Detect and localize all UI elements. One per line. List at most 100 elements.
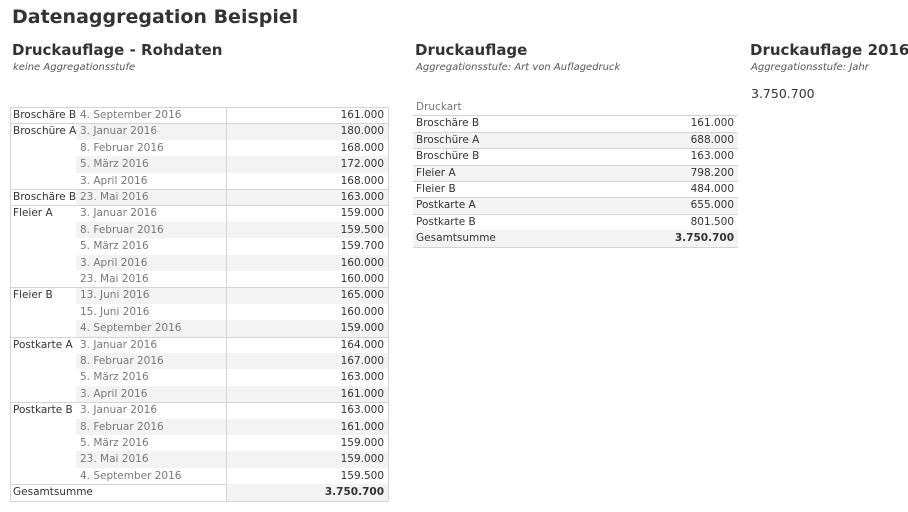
date-cell: 3. Januar 2016 — [80, 125, 158, 138]
date-cell: 3. Januar 2016 — [80, 404, 158, 417]
group-divider — [10, 287, 388, 289]
section-subtitle: keine Aggregationsstufe — [13, 62, 136, 73]
value-cell: 164.000 — [340, 338, 384, 351]
date-cell: 23. Mai 2016 — [80, 453, 149, 466]
kpi-value: 3.750.700 — [751, 86, 815, 101]
section-subtitle: Aggregationsstufe: Jahr — [751, 62, 869, 73]
value-cell: 163.000 — [690, 150, 734, 163]
group-divider — [10, 336, 388, 338]
row-stripe — [76, 385, 388, 403]
date-cell: 5. März 2016 — [80, 158, 149, 171]
value-cell: 655.000 — [690, 199, 734, 212]
row-stripe — [76, 123, 388, 140]
row-stripe — [76, 451, 388, 468]
value-cell: 165.000 — [340, 289, 384, 302]
date-cell: 3. Januar 2016 — [80, 207, 158, 220]
row-label: Broschüre B — [416, 150, 480, 163]
section-subtitle: Aggregationsstufe: Art von Auflagedruck — [416, 62, 621, 73]
divider — [413, 213, 738, 215]
value-cell: 161.000 — [340, 109, 384, 121]
date-cell: 4. September 2016 — [80, 109, 182, 121]
row-stripe — [413, 164, 738, 181]
date-cell: 8. Februar 2016 — [80, 355, 164, 367]
divider — [413, 164, 738, 166]
row-stripe — [76, 254, 388, 271]
divider — [10, 484, 388, 486]
row-stripe — [76, 156, 388, 173]
value-cell: 159.700 — [340, 240, 384, 253]
row-label: Postkarte B — [416, 215, 476, 228]
row-stripe — [76, 418, 388, 435]
date-cell: 23. Mai 2016 — [80, 191, 149, 203]
total-value: 3.750.700 — [324, 486, 384, 499]
column-header: Druckart — [416, 101, 462, 113]
row-stripe — [413, 197, 738, 214]
date-cell: 23. Mai 2016 — [80, 273, 149, 285]
row-stripe — [76, 189, 388, 206]
date-cell: 3. April 2016 — [80, 256, 148, 269]
group-label: Postkarte B — [13, 404, 73, 417]
row-stripe — [76, 221, 388, 239]
value-cell: 484.000 — [690, 183, 734, 195]
divider — [413, 197, 738, 199]
row-label: Broschäre B — [416, 117, 480, 130]
section-title: Druckauflage — [415, 41, 528, 59]
page-title: Datenaggregation Beispiel — [12, 6, 299, 28]
value-cell: 172.000 — [340, 158, 384, 171]
date-cell: 13. Juni 2016 — [80, 289, 150, 302]
date-cell: 3. Januar 2016 — [80, 338, 158, 351]
value-cell: 161.000 — [340, 420, 384, 433]
row-label: Fleier A — [416, 166, 456, 179]
value-cell: 163.000 — [340, 191, 384, 203]
value-cell: 159.000 — [340, 453, 384, 466]
divider — [413, 148, 738, 150]
group-label: Broschäre B — [13, 191, 77, 203]
value-cell: 161.000 — [690, 117, 734, 130]
value-cell: 163.000 — [340, 404, 384, 417]
value-cell: 167.000 — [340, 355, 384, 367]
value-cell: 160.000 — [340, 256, 384, 269]
date-cell: 3. April 2016 — [80, 387, 148, 400]
group-divider — [10, 189, 388, 190]
total-label: Gesamtsumme — [416, 232, 496, 245]
value-cell: 160.000 — [340, 273, 384, 285]
date-cell: 4. September 2016 — [80, 322, 182, 335]
divider — [413, 181, 738, 182]
value-cell: 168.000 — [340, 141, 384, 154]
value-cell: 161.000 — [340, 387, 384, 400]
value-cell: 159.500 — [340, 469, 384, 482]
divider — [10, 500, 388, 502]
row-stripe — [413, 131, 738, 149]
date-cell: 15. Juni 2016 — [80, 305, 150, 318]
divider — [413, 131, 738, 133]
group-label: Postkarte A — [13, 338, 73, 351]
group-divider — [10, 123, 388, 125]
value-cell: 168.000 — [340, 174, 384, 187]
value-cell: 159.000 — [340, 207, 384, 220]
group-divider — [10, 205, 388, 207]
date-cell: 4. September 2016 — [80, 469, 182, 482]
row-label: Fleier B — [416, 183, 456, 195]
divider — [10, 107, 11, 501]
divider — [413, 115, 738, 117]
value-cell: 798.200 — [690, 166, 734, 179]
row-stripe — [76, 353, 388, 370]
divider — [388, 107, 389, 501]
value-cell: 180.000 — [340, 125, 384, 138]
date-cell: 5. März 2016 — [80, 371, 149, 384]
group-divider — [10, 402, 388, 404]
value-cell: 159.000 — [340, 322, 384, 335]
group-label: Fleier B — [13, 289, 53, 302]
date-cell: 5. März 2016 — [80, 240, 149, 253]
value-cell: 160.000 — [340, 305, 384, 318]
group-label: Broschäre B — [13, 109, 77, 121]
date-cell: 8. Februar 2016 — [80, 141, 164, 154]
divider — [413, 246, 738, 248]
total-label: Gesamtsumme — [13, 486, 93, 499]
value-cell: 688.000 — [690, 133, 734, 146]
date-cell: 5. März 2016 — [80, 437, 149, 449]
column-divider — [226, 107, 227, 501]
row-stripe — [76, 287, 388, 304]
divider — [10, 107, 388, 108]
